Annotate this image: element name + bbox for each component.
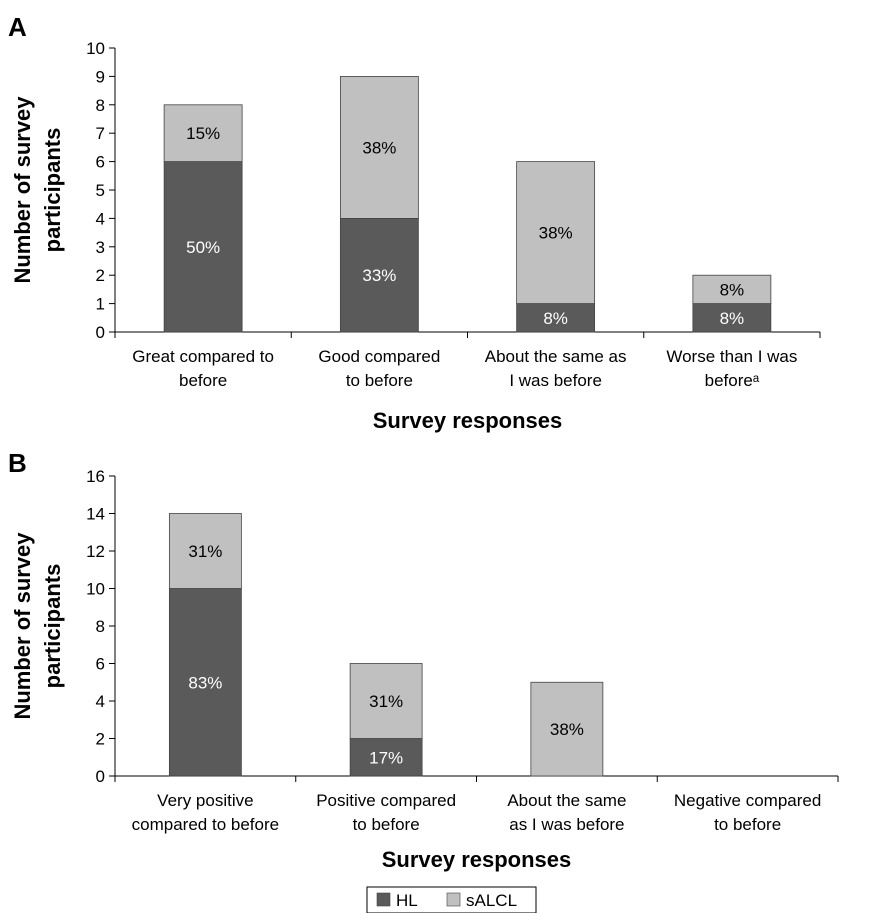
category-label: before (179, 371, 227, 390)
category-label: Negative compared (674, 791, 821, 810)
y-tick-label: 2 (96, 266, 105, 285)
category-label: to before (346, 371, 413, 390)
category-label: I was before (509, 371, 602, 390)
x-axis-title: Survey responses (382, 847, 572, 872)
category-label: Positive compared (316, 791, 456, 810)
bar-segment-salcl (168, 513, 242, 589)
bar-segment-salcl (516, 161, 596, 305)
y-tick-label: 7 (96, 124, 105, 143)
y-axis-title-line-1: Number of survey (10, 96, 35, 284)
bar-segment-salcl (349, 663, 423, 739)
data-label: 50% (186, 238, 220, 257)
y-tick-label: 5 (96, 181, 105, 200)
category-label: to before (714, 815, 781, 834)
category-label: as I was before (509, 815, 624, 834)
data-label: 8% (543, 309, 568, 328)
data-label: 8% (720, 309, 745, 328)
bar-segment-salcl (339, 76, 419, 219)
bar-segment-salcl (530, 681, 604, 777)
y-tick-label: 8 (96, 617, 105, 636)
y-axis-title-line-1: Number of survey (10, 532, 35, 720)
data-label: 8% (720, 280, 745, 299)
y-tick-label: 10 (86, 39, 105, 58)
legend-swatch-salcl (446, 892, 461, 907)
y-tick-label: 16 (86, 467, 105, 486)
legend-label-hl: HL (396, 891, 418, 910)
y-tick-label: 4 (96, 692, 105, 711)
data-label: 17% (369, 748, 403, 767)
y-axis-title: Number of survey participants (10, 96, 65, 284)
y-tick-label: 12 (86, 542, 105, 561)
data-label: 38% (362, 138, 396, 157)
category-label: Good compared (318, 347, 440, 366)
chart-panel-b: B 0 2 4 6 8 10 12 14 16 Very positive compared to b… (8, 448, 839, 872)
data-label: 83% (188, 673, 222, 692)
y-tick-label: 2 (96, 730, 105, 749)
bar-segment-salcl (163, 104, 243, 163)
data-label: 15% (186, 124, 220, 143)
data-label: 38% (539, 224, 573, 243)
bar-segment-hl (516, 303, 596, 333)
y-tick-label: 6 (96, 655, 105, 674)
category-label: compared to before (132, 815, 279, 834)
y-axis-title-line-2: participants (40, 128, 65, 253)
category-label: beforeᵃ (705, 371, 760, 390)
y-tick-label: 6 (96, 153, 105, 172)
data-label: 38% (550, 720, 584, 739)
data-label: 31% (188, 542, 222, 561)
panel-letter: B (8, 448, 27, 478)
bar-segment-hl (168, 588, 242, 777)
category-label: to before (353, 815, 420, 834)
legend-swatch-hl (376, 892, 391, 907)
data-label: 31% (369, 692, 403, 711)
data-label: 33% (362, 266, 396, 285)
y-tick-label: 4 (96, 209, 105, 228)
y-tick-label: 0 (96, 767, 105, 786)
y-tick-label: 14 (86, 505, 105, 524)
y-tick-label: 10 (86, 580, 105, 599)
y-axis-title-line-2: participants (40, 564, 65, 689)
panel-letter: A (8, 12, 27, 42)
chart-panel-a: A 0 1 2 3 4 5 6 7 8 9 10 Great compared to before Good… (8, 12, 821, 433)
category-label: Worse than I was (666, 347, 797, 366)
legend-label-salcl: sALCL (466, 891, 517, 910)
category-label: About the same (507, 791, 626, 810)
category-label: Great compared to (132, 347, 274, 366)
category-label: Very positive (157, 791, 253, 810)
y-axis-title: Number of survey participants (10, 532, 65, 720)
y-tick-label: 1 (96, 295, 105, 314)
y-tick-label: 8 (96, 96, 105, 115)
bar-segment-hl (349, 738, 423, 777)
y-tick-label: 9 (96, 67, 105, 86)
bar-segment-salcl (692, 274, 772, 305)
y-tick-label: 0 (96, 323, 105, 342)
y-tick-label: 3 (96, 238, 105, 257)
legend: HL sALCL (366, 886, 537, 913)
bar-segment-hl (692, 303, 772, 333)
category-label: About the same as (485, 347, 627, 366)
x-axis-title: Survey responses (373, 408, 563, 433)
